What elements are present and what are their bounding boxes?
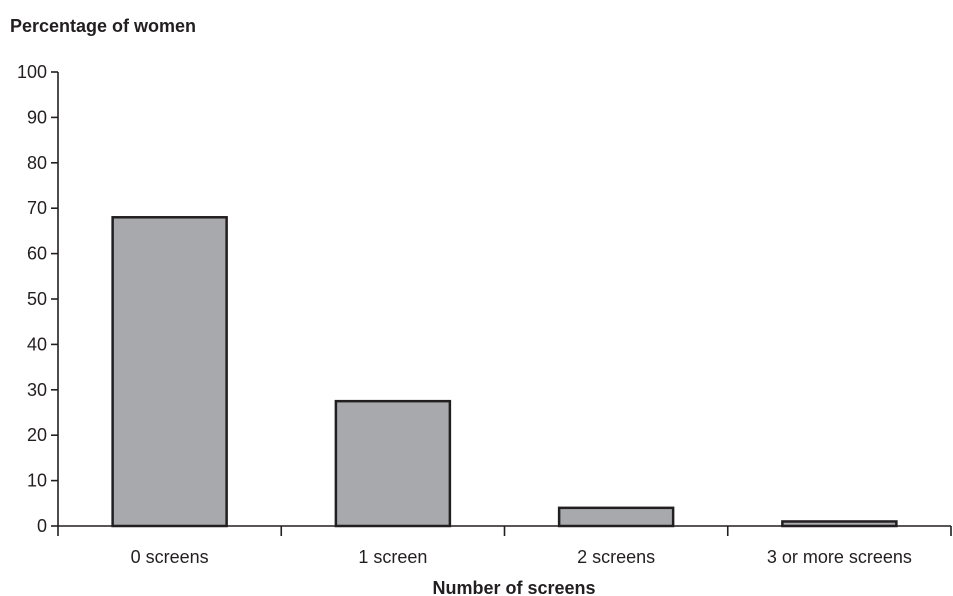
y-tick-label: 40 — [27, 334, 47, 354]
bar — [111, 216, 228, 528]
x-ticks — [57, 526, 952, 536]
x-tick-labels: 0 screens 1 screen 2 screens 3 or more scre… — [131, 547, 912, 567]
y-ticks: 0 10 20 30 40 50 60 70 80 90 100 — [17, 62, 58, 536]
y-tick-label: 50 — [27, 289, 47, 309]
y-axis-title: Percentage of women — [10, 16, 196, 36]
bar — [781, 520, 898, 528]
x-axis-title: Number of screens — [432, 578, 595, 596]
x-tick-label: 1 screen — [358, 547, 427, 567]
y-tick-label: 20 — [27, 425, 47, 445]
x-tick-label: 2 screens — [577, 547, 655, 567]
bar — [557, 506, 675, 528]
y-tick-label: 100 — [17, 62, 47, 82]
bars — [111, 216, 898, 528]
y-tick-label: 70 — [27, 198, 47, 218]
y-tick-label: 30 — [27, 380, 47, 400]
y-tick-label: 60 — [27, 244, 47, 264]
x-tick-label: 0 screens — [131, 547, 209, 567]
y-tick-label: 90 — [27, 107, 47, 127]
y-tick-label: 10 — [27, 471, 47, 491]
x-tick-label: 3 or more screens — [767, 547, 912, 567]
y-tick-label: 80 — [27, 153, 47, 173]
y-tick-label: 0 — [37, 516, 47, 536]
bar — [334, 399, 452, 528]
